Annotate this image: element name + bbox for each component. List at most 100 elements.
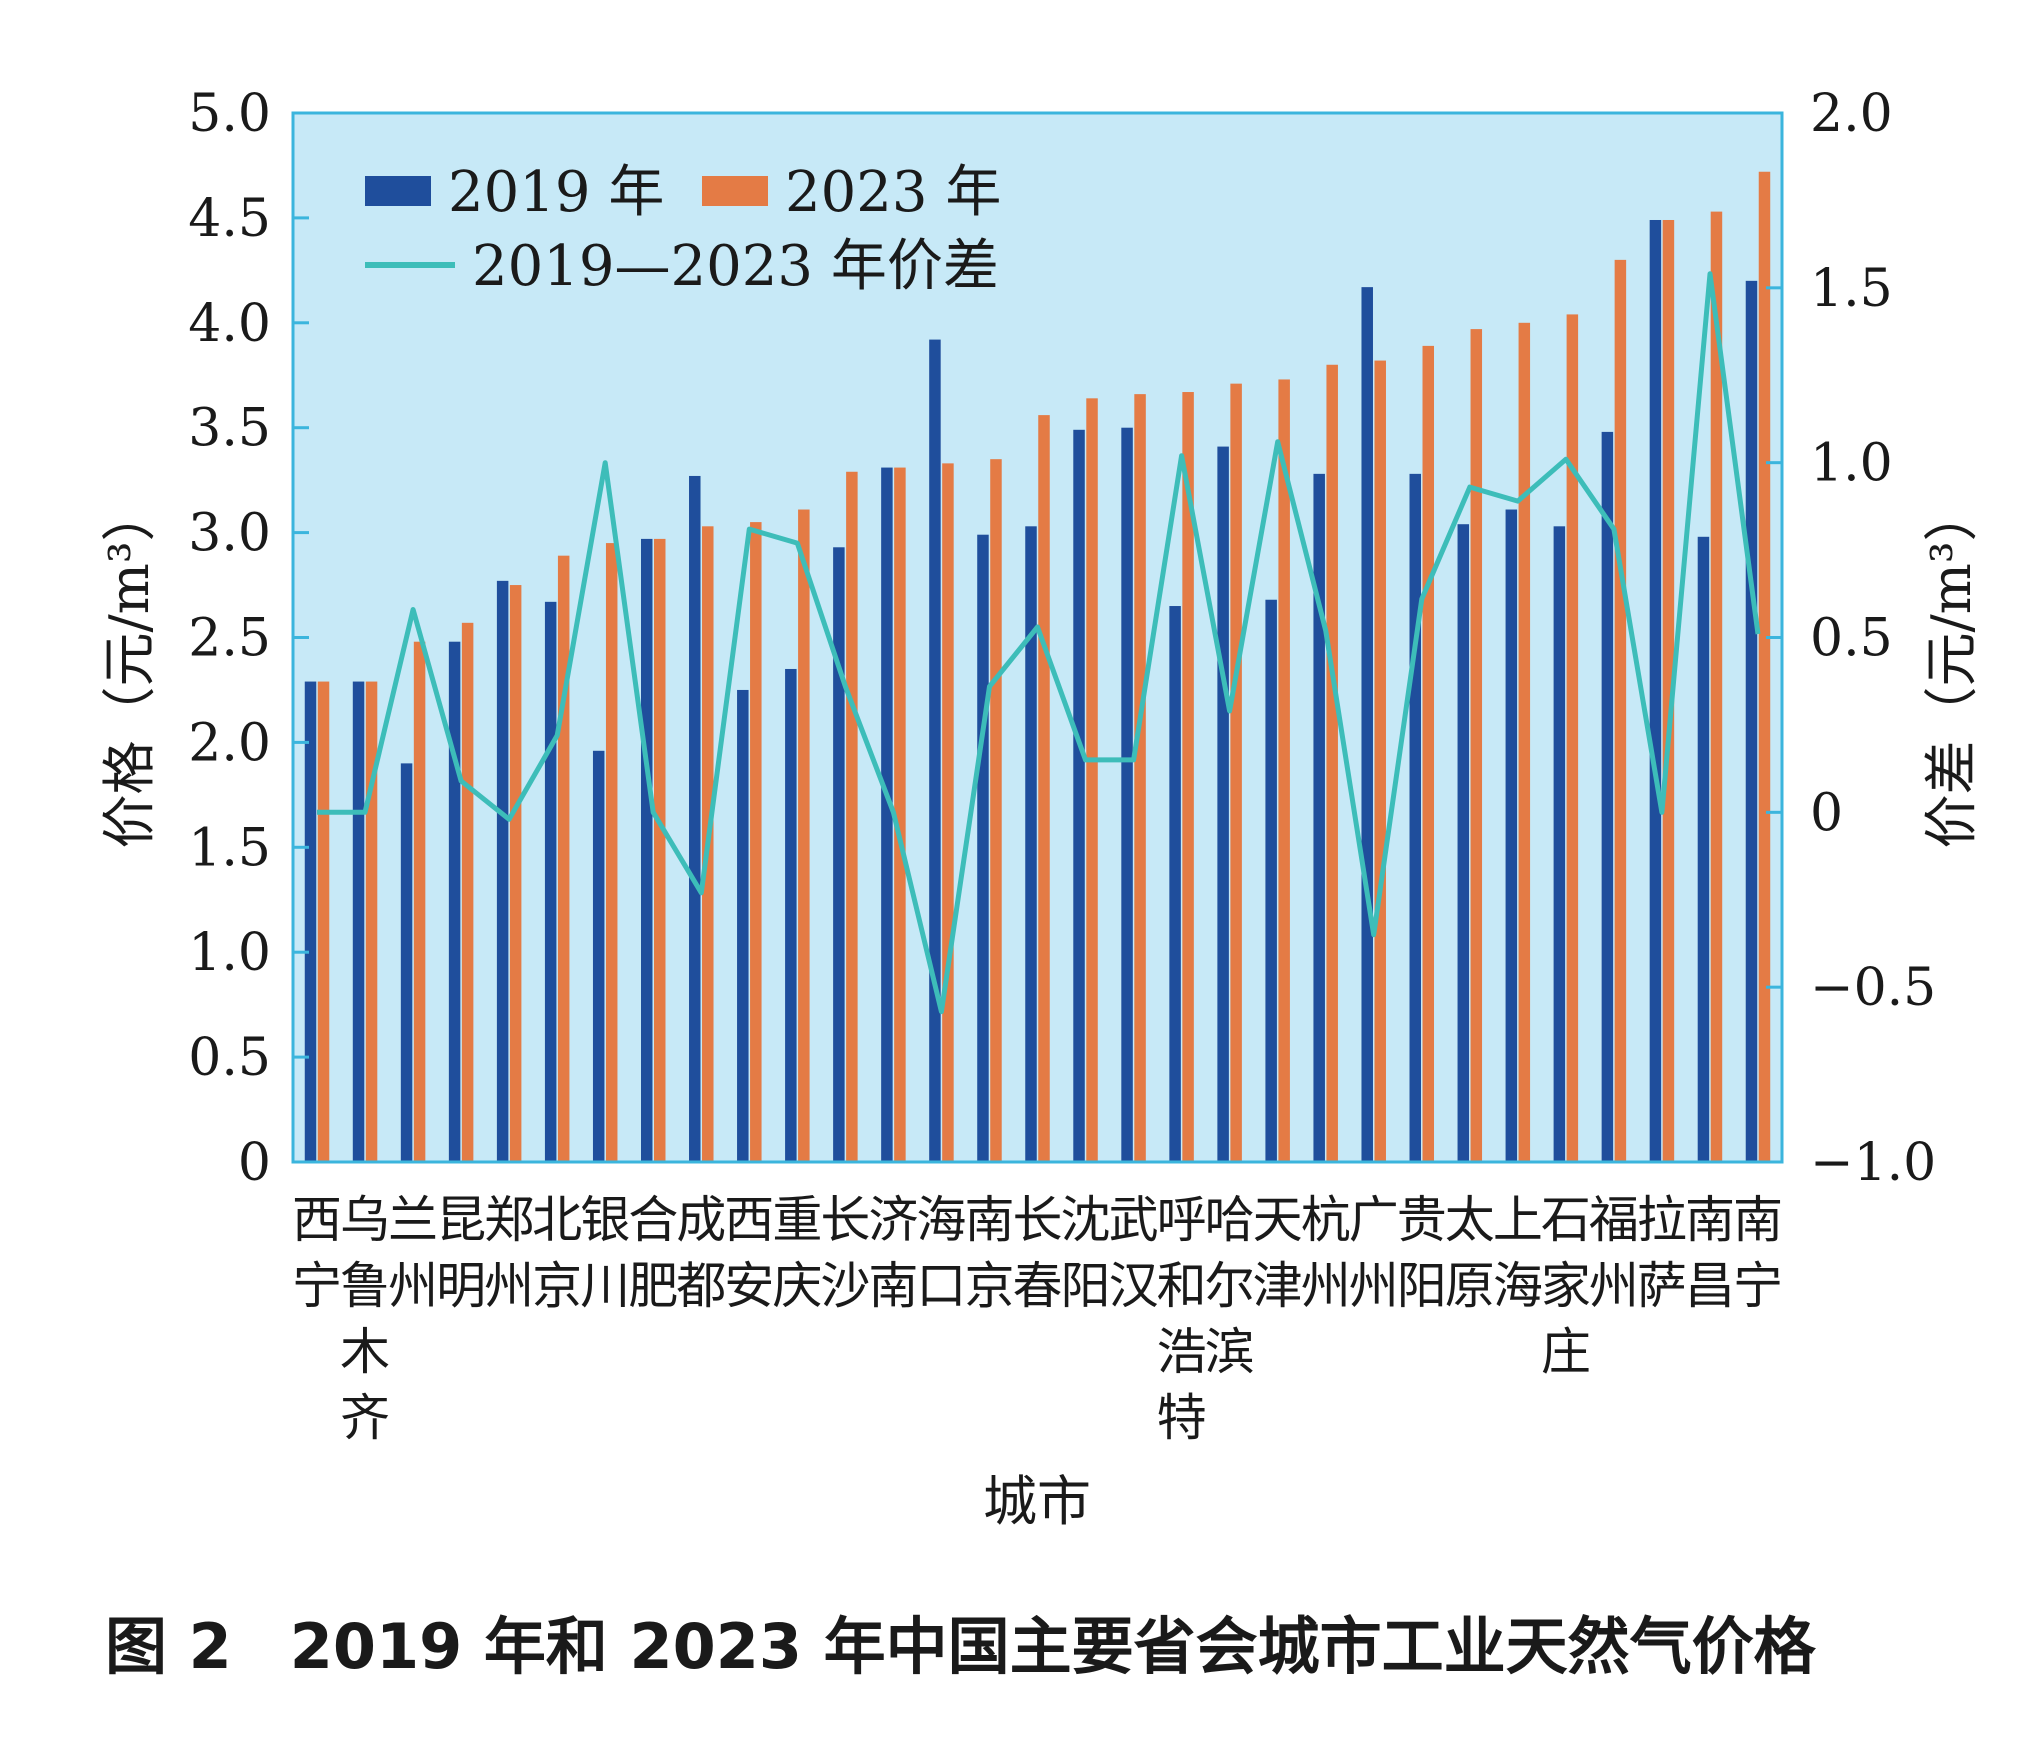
bar-2023 [942,463,954,1163]
city-label: 天津 [1253,1191,1303,1315]
y-tick-label-left: 5.0 [188,84,271,144]
y-tick-label-right: 2.0 [1810,84,1893,144]
axis-ticks: 0 0.5 1.0 1.5 2.0 2.5 3.0 3.5 4.0 4.5 5.0 −1.0 −0.5 0… [188,84,1936,1193]
bar-2023 [1566,314,1579,1163]
bar-2023 [509,585,522,1162]
y-tick-label-right: −1.0 [1810,1133,1936,1193]
bar-2019 [1217,446,1229,1162]
city-label: 福州 [1589,1191,1639,1315]
figure-caption: 图 2 2019 年和 2023 年中国主要省会城市工业天然气价格 [105,1610,1817,1683]
bar-2019 [1265,599,1277,1162]
bar-2019 [1553,526,1566,1162]
bar-2023 [1086,398,1098,1162]
y-tick-label-left: 3.0 [188,504,271,564]
bar-2019 [785,668,797,1162]
bars-layer [304,171,1771,1163]
bar-2023 [1758,171,1771,1162]
city-label: 西安 [724,1191,774,1315]
bar-2023 [1374,360,1386,1163]
bar-2019 [592,750,605,1162]
bar-2023 [1518,322,1531,1162]
bar-2019 [881,467,893,1162]
city-label: 郑州 [484,1191,534,1315]
bar-2019 [352,681,365,1162]
city-label: 重庆 [772,1191,822,1315]
bar-2019 [448,641,461,1162]
city-label: 西宁 [292,1191,342,1315]
legend-swatch-2019 [365,176,431,206]
y-tick-label-left: 3.5 [188,399,271,459]
city-label: 武汉 [1109,1191,1159,1315]
city-label: 北京 [532,1191,582,1315]
bar-2023 [1470,329,1483,1162]
bar-2019 [1313,473,1325,1163]
city-label: 兰州 [388,1191,438,1315]
bar-2019 [1409,473,1422,1163]
y-tick-label-left: 1.0 [188,923,271,983]
bar-2019 [400,763,413,1162]
y-tick-label-left: 2.5 [188,609,271,669]
y-tick-label-left: 2.0 [188,713,271,773]
city-label: 贵阳 [1397,1191,1447,1315]
bar-2023 [557,555,570,1162]
city-labels: 西宁乌鲁木齐兰州昆明郑州北京银川合肥成都西安重庆长沙济南海口南京长春沈阳武汉呼和… [292,1191,1783,1447]
legend-label-difference: 2019—2023 年价差 [472,234,999,299]
bar-2019 [1457,524,1470,1162]
bar-2023 [461,622,474,1162]
bar-2023 [1182,392,1194,1162]
bar-2019 [1697,536,1710,1162]
bar-2023 [750,522,762,1162]
price-difference-line [317,271,1761,1015]
y-tick-label-right: −0.5 [1810,958,1936,1018]
bar-2019 [544,601,557,1162]
figure-label: 图 2 [105,1610,232,1683]
figure-title: 2019 年和 2023 年中国主要省会城市工业天然气价格 [290,1610,1817,1683]
y-tick-label-left: 4.0 [188,294,271,354]
bar-2023 [1710,211,1723,1162]
legend-label-2019: 2019 年 [448,160,664,225]
bar-2019 [1121,427,1133,1162]
bar-2019 [1169,606,1181,1162]
legend: 2019 年 2023 年 2019—2023 年价差 [365,160,1001,299]
bar-2023 [605,543,618,1162]
y-tick-label-left: 0.5 [188,1028,271,1088]
city-label: 南昌 [1685,1191,1735,1315]
bar-2023 [653,538,666,1162]
bar-2023 [413,641,426,1162]
y-tick-label-right: 1.0 [1810,434,1893,494]
city-label: 石家庄 [1541,1191,1591,1381]
city-label: 南宁 [1733,1191,1783,1315]
city-label: 成都 [676,1191,726,1315]
legend-swatch-2023 [702,176,768,206]
bar-2019 [304,681,317,1162]
y-tick-label-right: 1.5 [1810,259,1893,319]
y-tick-label-left: 0 [238,1133,271,1193]
bar-2019 [833,547,845,1162]
city-label: 济南 [868,1191,918,1315]
bar-2023 [365,681,378,1162]
bar-2023 [894,467,906,1162]
city-label: 沈阳 [1061,1191,1111,1315]
bar-2019 [977,534,989,1162]
y-tick-label-right: 0 [1810,783,1843,843]
bar-2023 [1326,364,1338,1162]
bar-2019 [737,689,749,1162]
bar-2023 [846,471,858,1162]
y-tick-label-left: 1.5 [188,818,271,878]
bar-2019 [1361,287,1373,1162]
x-axis-title: 城市 [983,1470,1091,1533]
city-label: 拉萨 [1637,1191,1687,1315]
y-axis-title-right: 价差（元/m³） [1920,487,1983,848]
city-label: 杭州 [1301,1191,1351,1315]
city-label: 哈尔滨 [1205,1191,1255,1381]
plot-area [293,113,1782,1162]
bar-2023 [1278,379,1290,1162]
bar-2019 [1025,526,1037,1162]
city-label: 乌鲁木齐 [340,1191,390,1447]
bar-2023 [1230,383,1242,1163]
y-tick-label-right: 0.5 [1810,609,1893,669]
city-label: 长沙 [820,1191,870,1315]
bar-2019 [1073,429,1085,1163]
bar-2023 [990,459,1002,1162]
